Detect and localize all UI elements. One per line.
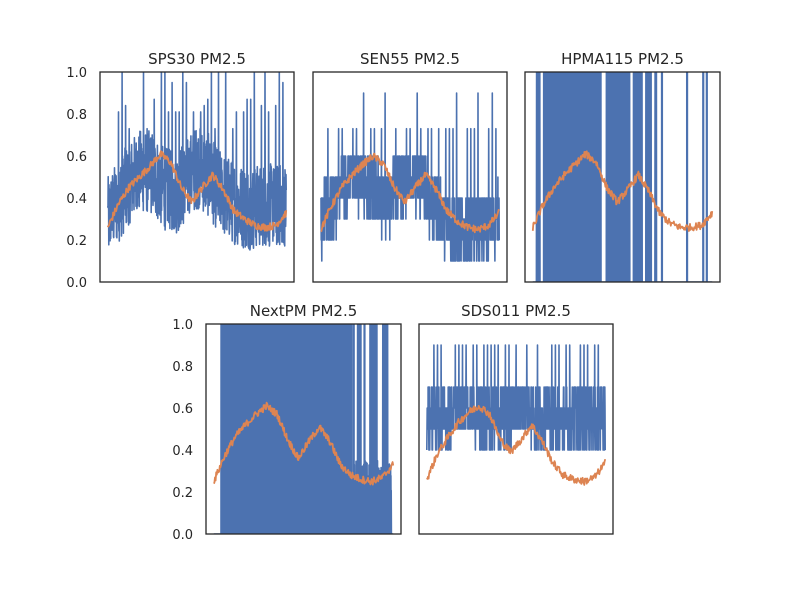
subplot-title: SDS011 PM2.5 (461, 302, 571, 320)
y-tick-label: 1.0 (66, 66, 87, 81)
y-tick-label: 0.0 (66, 276, 87, 291)
subplot-title: SEN55 PM2.5 (360, 50, 460, 68)
y-tick-label: 1.0 (172, 318, 193, 333)
y-tick-label: 0.6 (66, 150, 87, 165)
y-tick-label: 0.8 (66, 108, 87, 123)
y-tick-label: 0.4 (66, 192, 87, 207)
subplot-title: HPMA115 PM2.5 (561, 50, 684, 68)
y-tick-label: 0.2 (66, 234, 87, 249)
subplot-title: SPS30 PM2.5 (148, 50, 246, 68)
y-tick-label: 0.0 (172, 528, 193, 543)
y-tick-label: 0.2 (172, 486, 193, 501)
y-tick-label: 0.6 (172, 402, 193, 417)
y-tick-label: 0.8 (172, 360, 193, 375)
y-tick-label: 0.4 (172, 444, 193, 459)
subplot-title: NextPM PM2.5 (250, 302, 358, 320)
